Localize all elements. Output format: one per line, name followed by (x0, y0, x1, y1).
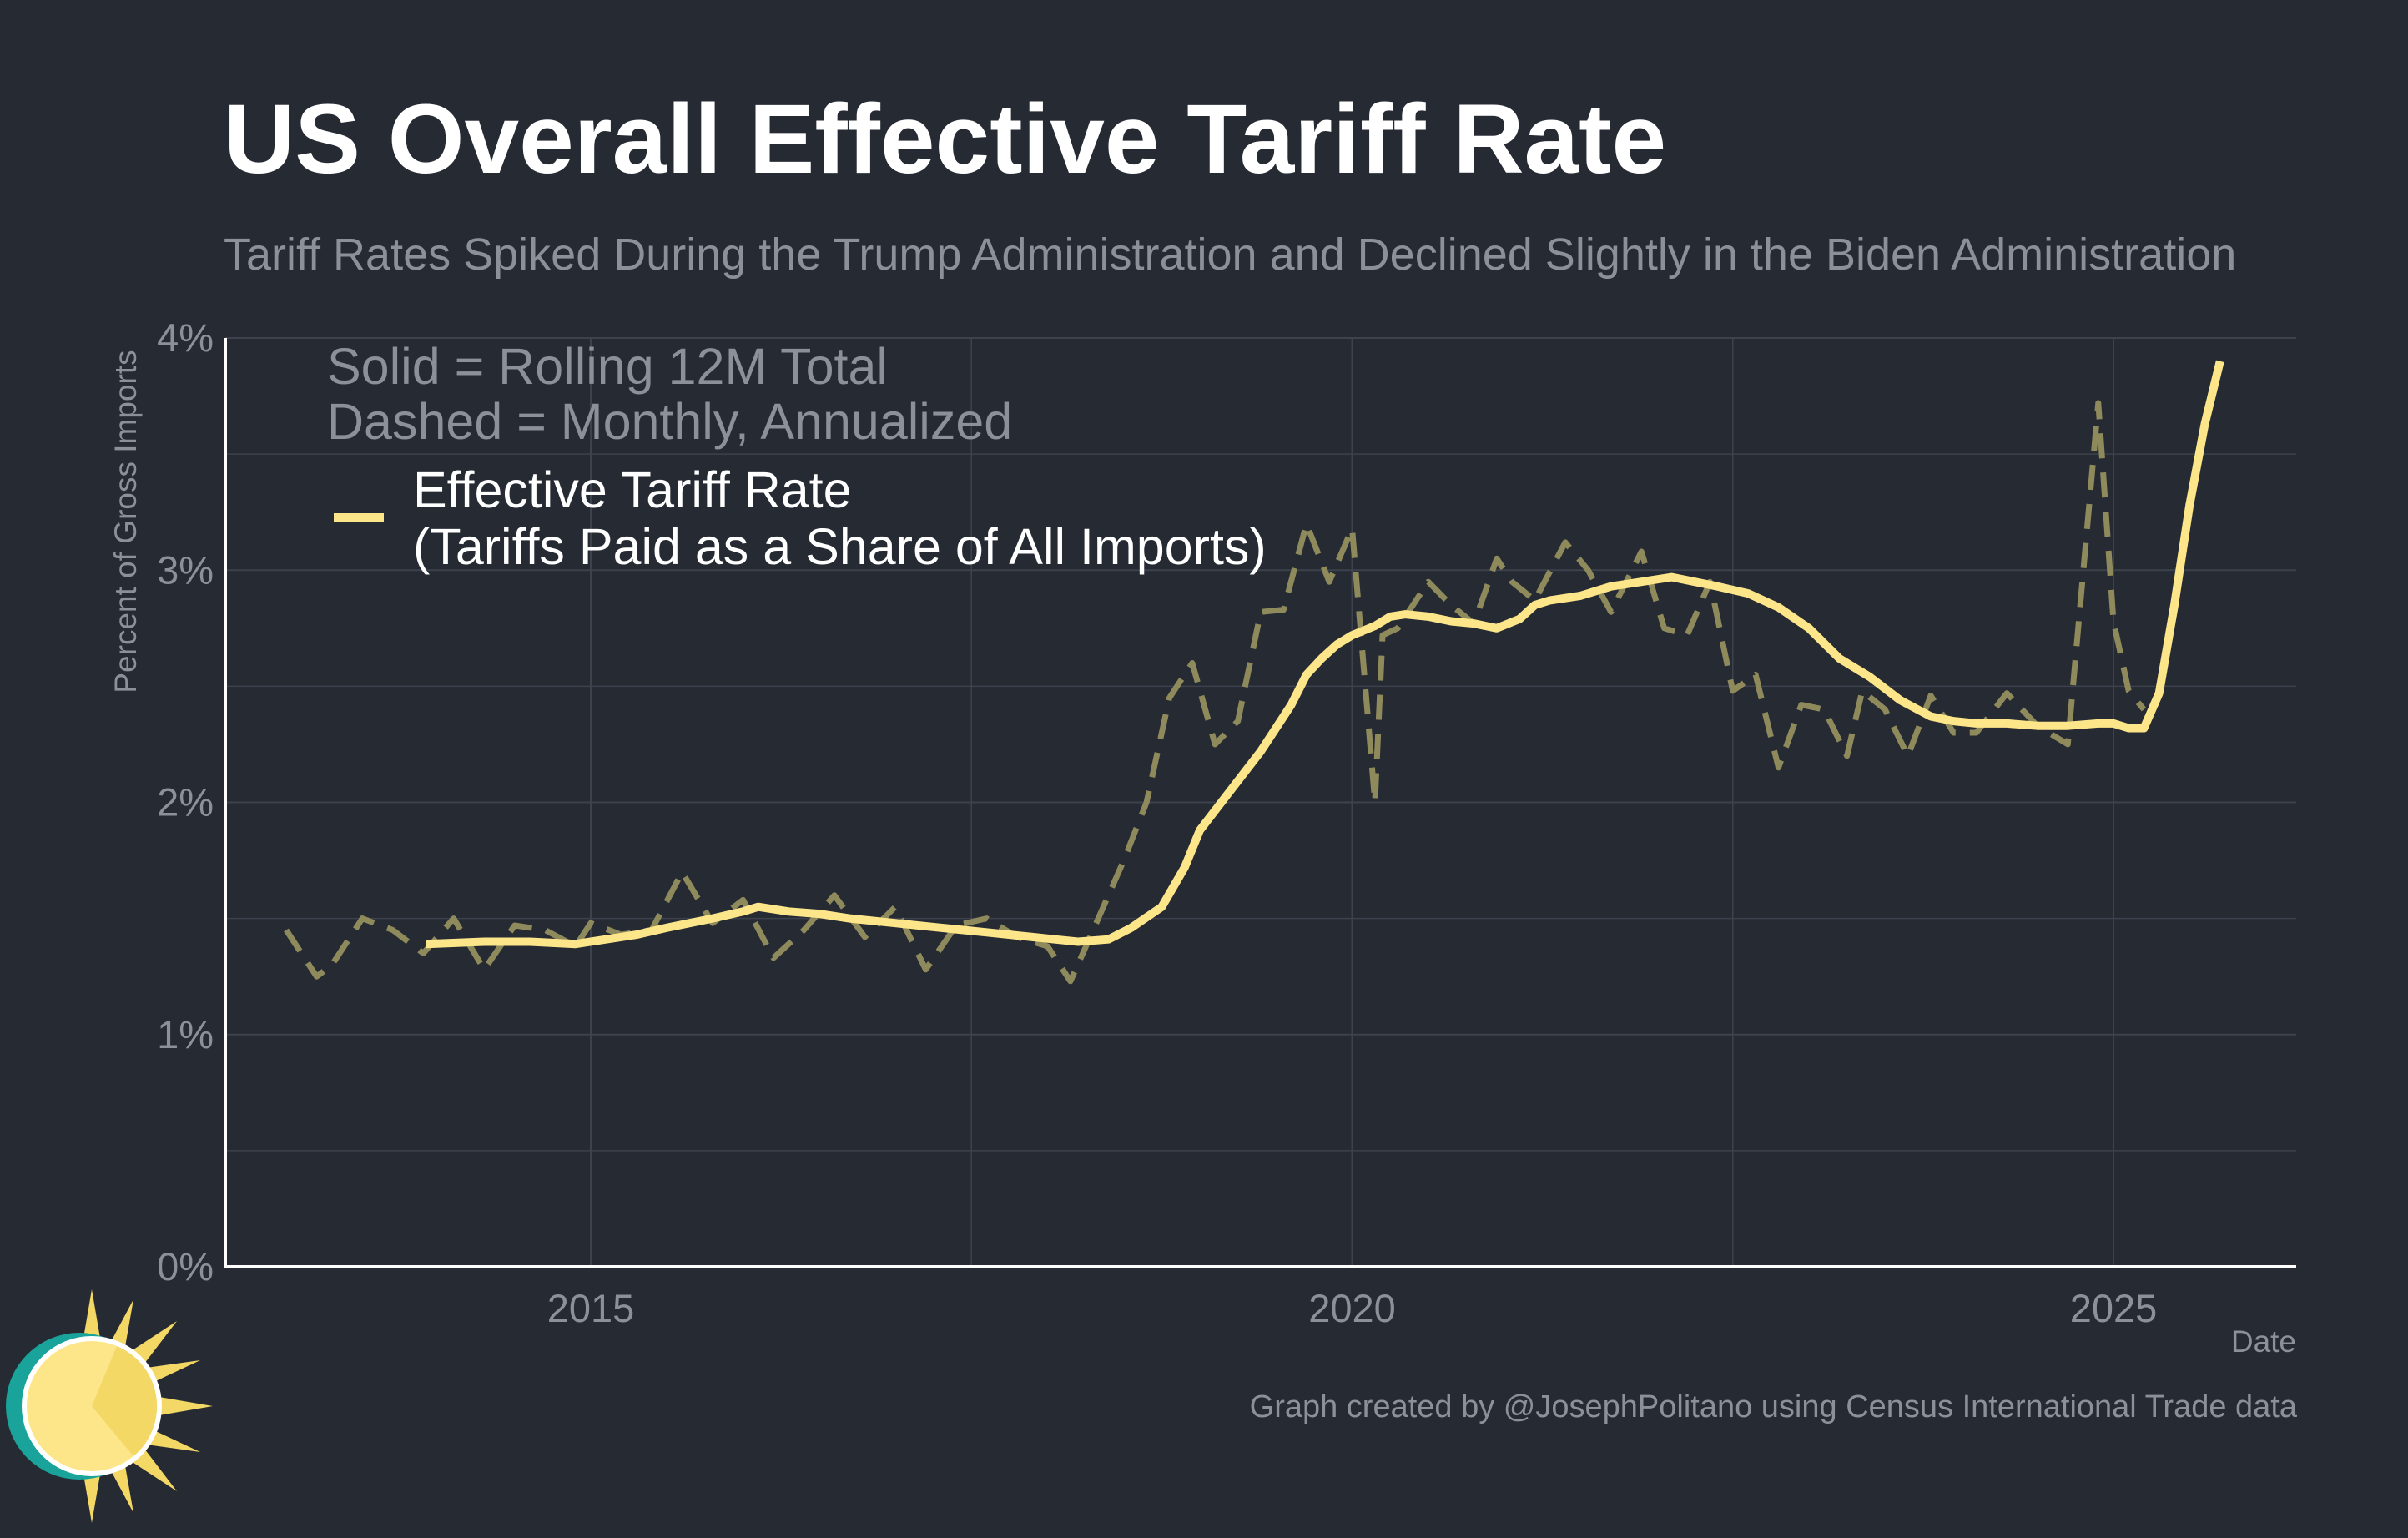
x-tick-label: 2020 (1308, 1286, 1396, 1330)
sun-clock-logo-icon (6, 1289, 213, 1523)
y-tick-label: 0% (157, 1244, 214, 1288)
legend-label: Effective Tariff Rate (413, 461, 852, 518)
x-tick-label: 2025 (2070, 1286, 2158, 1330)
y-tick-label: 4% (157, 315, 214, 360)
chart-note: Dashed = Monthly, Annualized (327, 393, 1012, 450)
series-line-monthly-dashed (284, 400, 2147, 985)
legend-label: (Tariffs Paid as a Share of All Imports) (413, 518, 1267, 575)
x-axis-title: Date (2231, 1324, 2296, 1359)
series-line-rolling-12m (426, 360, 2224, 949)
chart-note: Solid = Rolling 12M Total (327, 338, 888, 395)
chart-title: US Overall Effective Tariff Rate (224, 84, 1667, 194)
y-tick-label: 3% (157, 547, 214, 592)
y-tick-label: 1% (157, 1012, 214, 1056)
y-tick-label: 2% (157, 780, 214, 824)
chart-subtitle: Tariff Rates Spiked During the Trump Adm… (224, 229, 2237, 280)
source-caption: Graph created by @JosephPolitano using C… (1249, 1389, 2297, 1425)
x-tick-label: 2015 (547, 1286, 635, 1330)
y-axis-title: Percent of Gross Imports (108, 350, 143, 693)
